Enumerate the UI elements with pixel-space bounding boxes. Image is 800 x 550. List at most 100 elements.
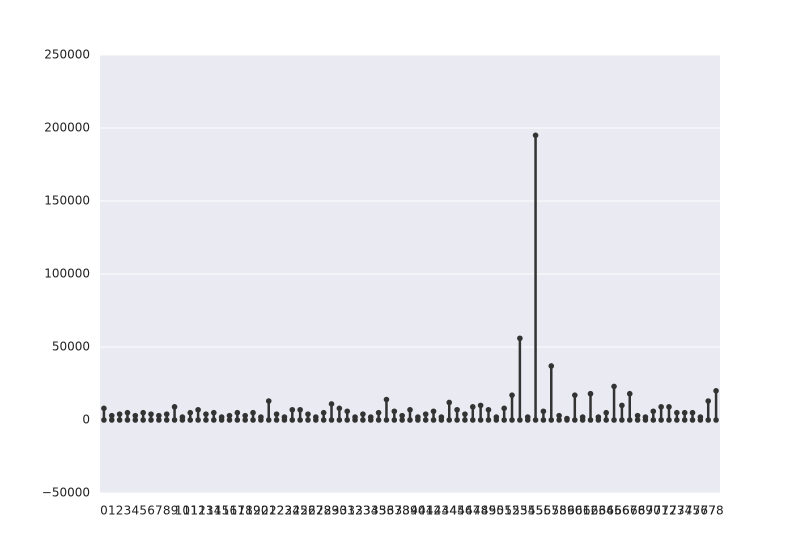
y-tick-label: −50000 bbox=[42, 486, 90, 500]
x-tick-label: 64 bbox=[599, 504, 614, 518]
base-point bbox=[579, 417, 586, 423]
point bbox=[454, 406, 460, 413]
point bbox=[611, 383, 617, 390]
point bbox=[210, 409, 217, 416]
base-point bbox=[226, 417, 233, 423]
x-tick-label: 54 bbox=[520, 504, 535, 518]
point bbox=[328, 401, 335, 407]
point bbox=[462, 411, 468, 417]
base-point bbox=[156, 417, 162, 423]
x-tick-label: 50 bbox=[489, 504, 504, 518]
base-point bbox=[344, 417, 351, 423]
y-tick-label: 200000 bbox=[44, 121, 90, 135]
base-point bbox=[281, 417, 288, 423]
base-point bbox=[517, 417, 523, 423]
x-tick-label: 59 bbox=[559, 504, 574, 518]
base-point bbox=[258, 417, 264, 423]
x-tick-label: 11 bbox=[183, 504, 198, 518]
x-tick-label: 21 bbox=[261, 504, 276, 518]
point bbox=[108, 412, 115, 419]
base-point bbox=[391, 417, 398, 423]
point bbox=[242, 412, 248, 419]
base-point bbox=[148, 417, 154, 423]
x-tick-label: 53 bbox=[512, 504, 527, 518]
x-tick-label: 20 bbox=[253, 504, 268, 518]
x-tick-label: 42 bbox=[426, 504, 441, 518]
point bbox=[650, 408, 657, 415]
base-point bbox=[587, 417, 594, 423]
x-tick-label: 12 bbox=[190, 504, 205, 518]
point bbox=[391, 408, 398, 415]
point bbox=[509, 392, 515, 398]
x-tick-label: 19 bbox=[245, 504, 260, 518]
y-tick-label: 150000 bbox=[44, 194, 90, 208]
base-point bbox=[666, 417, 672, 423]
x-tick-label: 28 bbox=[316, 504, 331, 518]
base-point bbox=[454, 417, 460, 423]
x-tick-label: 14 bbox=[206, 504, 221, 518]
x-tick-label: 13 bbox=[198, 504, 213, 518]
point bbox=[587, 390, 594, 397]
x-tick-label: 4 bbox=[131, 504, 139, 518]
point bbox=[250, 409, 256, 416]
x-tick-label: 40 bbox=[410, 504, 425, 518]
point bbox=[360, 411, 366, 417]
base-point bbox=[305, 417, 311, 423]
point bbox=[446, 399, 453, 406]
base-point bbox=[116, 417, 123, 423]
point bbox=[619, 402, 625, 409]
point bbox=[320, 409, 327, 416]
point bbox=[289, 406, 296, 413]
point bbox=[556, 412, 562, 419]
x-tick-label: 9 bbox=[171, 504, 179, 518]
base-point bbox=[556, 417, 562, 423]
x-tick-label: 33 bbox=[355, 504, 370, 518]
x-tick-label: 5 bbox=[139, 504, 147, 518]
base-point bbox=[101, 417, 107, 423]
point bbox=[658, 404, 664, 410]
base-point bbox=[171, 417, 178, 423]
point bbox=[532, 132, 539, 139]
base-point bbox=[477, 417, 484, 423]
point bbox=[344, 408, 351, 415]
x-tick-label: 8 bbox=[163, 504, 171, 518]
point bbox=[603, 409, 610, 416]
x-tick-label: 62 bbox=[583, 504, 598, 518]
base-point bbox=[218, 417, 225, 423]
point bbox=[705, 398, 712, 404]
base-point bbox=[619, 417, 625, 423]
base-point bbox=[336, 417, 343, 423]
base-point bbox=[626, 417, 633, 423]
base-point bbox=[320, 417, 327, 423]
x-tick-label: 35 bbox=[371, 504, 386, 518]
base-point bbox=[658, 417, 664, 423]
x-tick-label: 61 bbox=[575, 504, 590, 518]
x-tick-label: 24 bbox=[285, 504, 300, 518]
x-tick-label: 41 bbox=[418, 504, 433, 518]
base-point bbox=[501, 417, 507, 423]
point bbox=[634, 412, 641, 419]
x-tick-label: 23 bbox=[277, 504, 292, 518]
x-tick-label: 0 bbox=[100, 504, 108, 518]
x-tick-label: 71 bbox=[653, 504, 668, 518]
x-tick-label: 67 bbox=[622, 504, 637, 518]
point bbox=[273, 411, 280, 417]
x-tick-label: 57 bbox=[544, 504, 559, 518]
x-tick-label: 3 bbox=[124, 504, 132, 518]
base-point bbox=[297, 417, 303, 423]
point bbox=[148, 411, 154, 417]
base-point bbox=[383, 417, 390, 423]
base-point bbox=[705, 417, 712, 423]
x-tick-label: 6 bbox=[147, 504, 155, 518]
y-tick-label: 100000 bbox=[44, 267, 90, 281]
base-point bbox=[540, 417, 547, 423]
x-tick-label: 2 bbox=[116, 504, 124, 518]
x-tick-label: 63 bbox=[591, 504, 606, 518]
x-tick-label: 39 bbox=[402, 504, 417, 518]
x-tick-label: 76 bbox=[693, 504, 708, 518]
base-point bbox=[187, 417, 194, 423]
point bbox=[399, 412, 405, 419]
base-point bbox=[603, 417, 610, 423]
base-point bbox=[124, 417, 131, 423]
